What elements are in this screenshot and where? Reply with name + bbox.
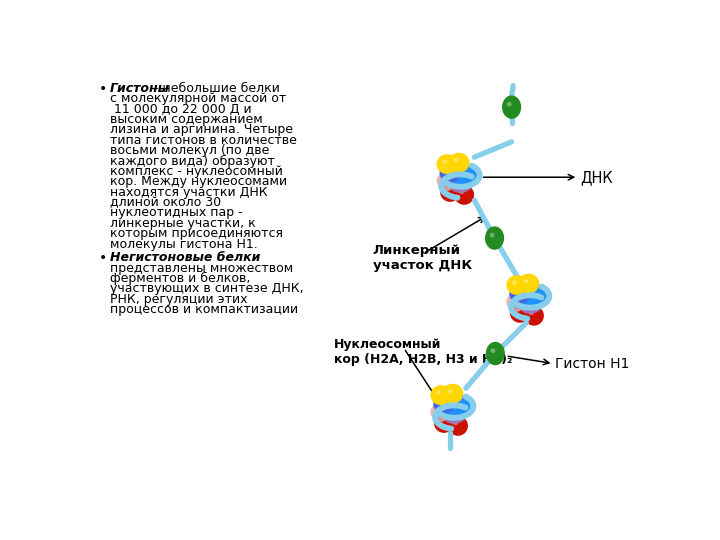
Text: ферментов и белков,: ферментов и белков, (110, 272, 251, 285)
Ellipse shape (518, 293, 543, 314)
Text: - небольшие белки: - небольшие белки (150, 82, 280, 94)
Ellipse shape (515, 289, 520, 293)
Ellipse shape (433, 394, 454, 414)
Text: участвующих в синтезе ДНК,: участвующих в синтезе ДНК, (110, 282, 304, 295)
Text: каждого вида) образуют: каждого вида) образуют (110, 154, 275, 167)
Ellipse shape (445, 396, 471, 419)
Text: Линкерный
участок ДНК: Линкерный участок ДНК (373, 244, 472, 272)
Ellipse shape (440, 182, 460, 202)
Ellipse shape (431, 385, 451, 405)
Ellipse shape (485, 226, 504, 250)
Ellipse shape (506, 293, 528, 311)
Ellipse shape (448, 409, 454, 413)
Text: РНК, регуляции этих: РНК, регуляции этих (110, 293, 248, 306)
Text: восьми молекул (по две: восьми молекул (по две (110, 144, 269, 157)
Text: нуклеотидных пар -: нуклеотидных пар - (110, 206, 243, 219)
Ellipse shape (436, 154, 458, 174)
Ellipse shape (436, 172, 458, 190)
Text: процессов и компактизации: процессов и компактизации (110, 303, 298, 316)
Ellipse shape (438, 400, 444, 403)
Ellipse shape (528, 292, 534, 297)
Ellipse shape (442, 384, 464, 403)
Ellipse shape (445, 168, 450, 172)
Text: Нуклеосомный
кор (Н2А, Н2В, Н3 и Н4)₂: Нуклеосомный кор (Н2А, Н2В, Н3 и Н4)₂ (334, 338, 513, 366)
Ellipse shape (512, 298, 517, 301)
Ellipse shape (451, 402, 458, 407)
Ellipse shape (454, 178, 461, 182)
Ellipse shape (524, 306, 544, 326)
Text: представлены множеством: представлены множеством (110, 261, 294, 274)
Ellipse shape (454, 185, 474, 205)
Ellipse shape (502, 96, 521, 119)
Text: •: • (99, 251, 107, 265)
Ellipse shape (486, 342, 505, 365)
Ellipse shape (506, 275, 528, 295)
Ellipse shape (442, 403, 467, 424)
Text: линкерные участки, к: линкерные участки, к (110, 217, 256, 230)
Text: с молекулярной массой от: с молекулярной массой от (110, 92, 287, 105)
Text: Гистоны: Гистоны (110, 82, 170, 94)
Ellipse shape (431, 403, 451, 421)
Ellipse shape (490, 233, 495, 238)
Text: находятся участки ДНК: находятся участки ДНК (110, 186, 268, 199)
Text: высоким содержанием: высоким содержанием (110, 113, 263, 126)
Ellipse shape (447, 389, 453, 393)
Text: молекулы гистона Н1.: молекулы гистона Н1. (110, 238, 258, 251)
Ellipse shape (454, 158, 459, 162)
Ellipse shape (442, 177, 447, 180)
Text: ДНК: ДНК (580, 170, 613, 185)
Ellipse shape (515, 308, 520, 312)
Ellipse shape (436, 408, 441, 411)
Text: типа гистонов в количестве: типа гистонов в количестве (110, 134, 297, 147)
Ellipse shape (436, 390, 441, 395)
Text: 11 000 до 22 000 Д и: 11 000 до 22 000 Д и (110, 103, 252, 116)
Text: Гистон Н1: Гистон Н1 (555, 356, 629, 370)
Ellipse shape (523, 279, 528, 283)
Ellipse shape (512, 281, 517, 285)
Text: лизина и аргинина. Четыре: лизина и аргинина. Четыре (110, 123, 293, 136)
Ellipse shape (509, 284, 531, 303)
Ellipse shape (448, 416, 468, 436)
Ellipse shape (507, 102, 512, 106)
Ellipse shape (518, 274, 539, 294)
Ellipse shape (439, 163, 461, 183)
Ellipse shape (448, 172, 473, 193)
Ellipse shape (442, 160, 447, 164)
Ellipse shape (521, 286, 546, 309)
Text: Негистоновые белки: Негистоновые белки (110, 251, 261, 264)
Ellipse shape (445, 187, 450, 191)
Ellipse shape (458, 171, 464, 176)
Ellipse shape (453, 421, 458, 426)
Ellipse shape (524, 299, 530, 303)
Text: длиной около 30: длиной около 30 (110, 196, 221, 209)
Ellipse shape (510, 303, 530, 323)
Ellipse shape (459, 191, 464, 194)
Text: •: • (99, 82, 107, 96)
Ellipse shape (490, 348, 495, 353)
Ellipse shape (434, 413, 454, 433)
Text: которым присоединяются: которым присоединяются (110, 227, 283, 240)
Ellipse shape (451, 165, 477, 188)
Text: кор. Между нуклеосомами: кор. Между нуклеосомами (110, 176, 287, 188)
Text: комплекс - нуклеосомный: комплекс - нуклеосомный (110, 165, 283, 178)
Ellipse shape (439, 418, 444, 422)
Ellipse shape (529, 311, 534, 315)
Ellipse shape (449, 153, 469, 173)
